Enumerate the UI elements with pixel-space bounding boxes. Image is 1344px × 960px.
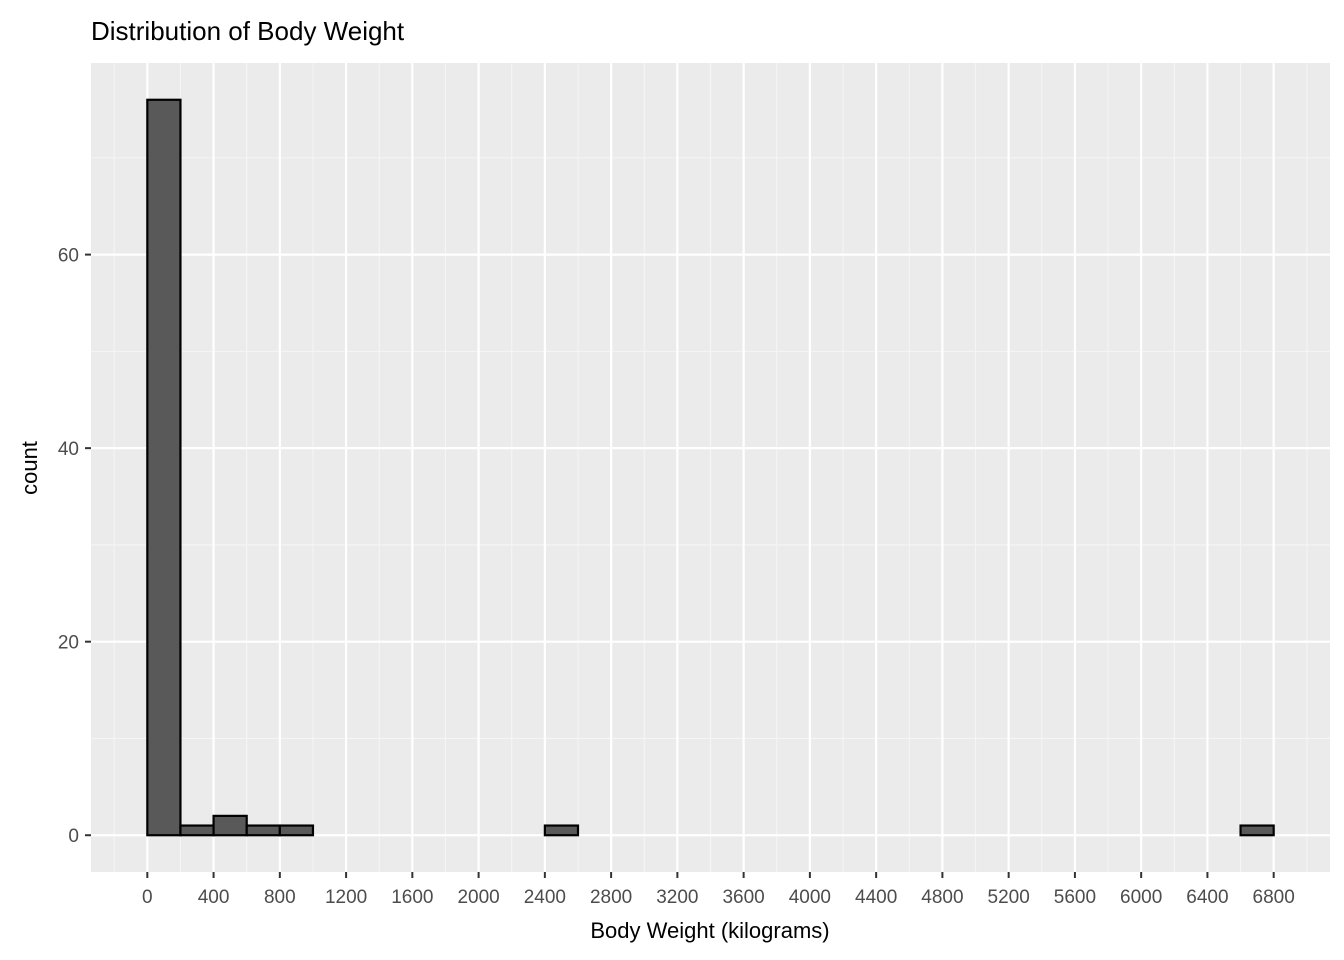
histogram-bar [245,824,281,837]
histogram-bar [543,824,580,837]
y-tick-label: 20 [58,633,79,654]
y-tick-label: 0 [68,826,79,847]
x-tick-label: 5600 [1054,887,1096,908]
y-tick-label: 60 [58,246,79,267]
x-tick-label: 400 [198,887,230,908]
x-tick-label: 6800 [1253,887,1295,908]
y-axis-label: count [17,441,42,495]
x-tick-label: 5200 [988,887,1030,908]
x-tick-label: 6000 [1120,887,1162,908]
x-tick-label: 2800 [590,887,632,908]
chart-title: Distribution of Body Weight [91,16,405,46]
x-tick-label: 2000 [457,887,499,908]
x-tick-label: 6400 [1186,887,1228,908]
histogram-bar [212,814,248,837]
x-axis: 0 400 800 1200 1600 2000 2400 2800 3200 3600 4000 4… [142,872,1295,908]
x-tick-label: 2400 [524,887,566,908]
x-tick-label: 0 [142,887,153,908]
x-tick-label: 3200 [656,887,698,908]
x-axis-label: Body Weight (kilograms) [590,918,829,943]
x-tick-label: 800 [264,887,296,908]
histogram-bar [278,824,315,837]
histogram-bar [146,98,182,837]
x-tick-label: 1600 [391,887,433,908]
y-tick-label: 40 [58,439,79,460]
x-tick-label: 4400 [855,887,897,908]
x-tick-label: 3600 [722,887,764,908]
x-tick-label: 4800 [921,887,963,908]
histogram-bar [1239,824,1275,837]
y-axis: 0 20 40 60 [58,246,91,847]
histogram-bars [146,98,1275,837]
x-tick-label: 1200 [325,887,367,908]
grid-lines [91,63,1330,872]
histogram-bar [179,824,215,837]
x-tick-label: 4000 [789,887,831,908]
